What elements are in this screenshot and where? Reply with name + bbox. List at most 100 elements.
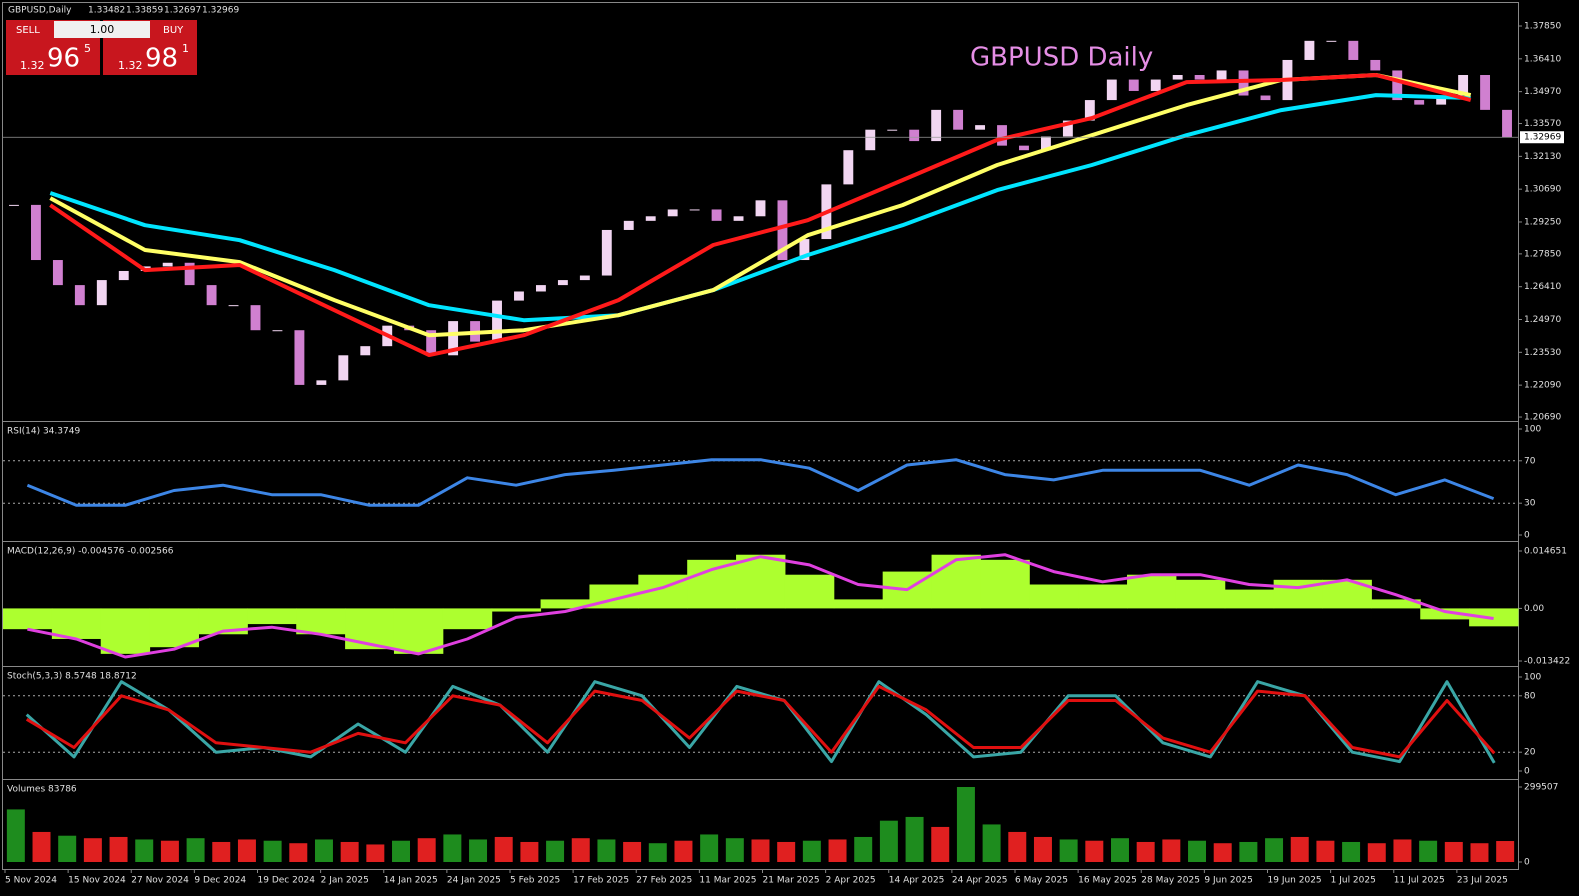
- candle: [799, 239, 810, 261]
- volume-bar: [1111, 838, 1129, 862]
- volume-bar: [160, 840, 179, 862]
- volume-bar: [1213, 843, 1232, 862]
- candle: [1062, 120, 1073, 137]
- close: 1.32969: [202, 6, 239, 16]
- candle: [887, 129, 898, 131]
- macd-bar: [1224, 589, 1275, 609]
- volume-bar: [1136, 841, 1155, 862]
- macd-bar: [833, 599, 884, 609]
- y-tick-label: 1.23530: [1524, 348, 1561, 358]
- volume-bar: [1059, 839, 1078, 862]
- candle: [1370, 59, 1381, 71]
- volume-bar: [1342, 841, 1361, 862]
- candle: [623, 220, 634, 230]
- y-tick-label: 299507: [1524, 783, 1558, 793]
- volume-bar: [135, 839, 154, 862]
- sell-button[interactable]: SELL: [16, 25, 40, 36]
- price-box: [1520, 131, 1564, 144]
- volume-bar: [597, 839, 616, 862]
- macd-bar: [1420, 608, 1470, 620]
- y-tick-label: 1.29250: [1524, 217, 1561, 227]
- candle: [338, 355, 349, 381]
- volume-bar: [1188, 840, 1207, 862]
- candle: [1436, 95, 1447, 105]
- x-tick-label: 28 May 2025: [1141, 876, 1200, 886]
- macd-bar: [3, 608, 53, 630]
- volume-bar: [494, 836, 513, 862]
- volume-bar: [520, 841, 539, 862]
- volume-bar: [83, 838, 102, 862]
- lots-field[interactable]: [54, 21, 150, 38]
- macd-bar: [1078, 584, 1128, 609]
- x-tick-label: 9 Jun 2025: [1204, 876, 1252, 886]
- x-tick-label: 19 Dec 2024: [258, 876, 316, 886]
- volume-bar: [186, 838, 205, 862]
- y-tick-label: 1.26410: [1524, 282, 1561, 292]
- y-tick-label: 0.00: [1524, 604, 1544, 614]
- candle: [755, 200, 766, 217]
- candle: [294, 330, 305, 385]
- x-tick-label: 11 Mar 2025: [699, 876, 756, 886]
- bid-pip: 5: [84, 42, 91, 55]
- candle: [733, 216, 744, 221]
- y-tick-label: 1.36410: [1524, 54, 1561, 64]
- volume-bar: [1085, 840, 1104, 862]
- x-tick-label: 27 Feb 2025: [636, 876, 692, 886]
- macd-bar: [931, 554, 981, 609]
- x-tick-label: 24 Jan 2025: [447, 876, 501, 886]
- candle: [272, 330, 283, 332]
- macd-bar: [149, 608, 199, 648]
- open: 1.33482: [88, 6, 125, 16]
- volume-bar: [982, 824, 1001, 862]
- x-tick-label: 2 Jan 2025: [321, 876, 369, 886]
- volume-bar: [32, 831, 51, 862]
- volume-bar: [956, 787, 975, 862]
- candle: [1172, 75, 1183, 80]
- indicator-line: [26, 458, 1495, 507]
- volume-bar: [392, 840, 410, 862]
- x-tick-label: 21 Mar 2025: [763, 876, 820, 886]
- trade-panel: SELL BUY 1.00 1.32 96 5 1.32 98 1: [6, 20, 197, 75]
- macd-bar: [1029, 584, 1079, 609]
- y-tick-label: 70: [1524, 456, 1536, 466]
- volume-bar: [725, 838, 744, 862]
- volume-bar: [443, 834, 462, 862]
- y-tick-label: 0.014651: [1524, 547, 1567, 557]
- candle: [228, 305, 239, 307]
- candle: [843, 150, 854, 185]
- lots[interactable]: 1.00: [90, 23, 115, 36]
- y-tick-label: 1.34970: [1524, 87, 1561, 97]
- candle: [931, 109, 942, 142]
- y-tick-label: 1.33570: [1524, 119, 1561, 129]
- macd-bar: [736, 554, 786, 609]
- candle: [250, 305, 261, 331]
- candle: [74, 285, 85, 306]
- candle: [118, 270, 129, 281]
- candle: [448, 321, 459, 356]
- buy-button[interactable]: BUY: [163, 25, 184, 36]
- y-tick-label: 30: [1524, 499, 1536, 509]
- volume-bar: [1265, 838, 1284, 862]
- y-tick-label: 100: [1524, 425, 1541, 435]
- volume-bar: [1008, 831, 1027, 862]
- y-tick-label: 0: [1524, 858, 1530, 868]
- macd-bar: [540, 599, 590, 609]
- candle: [96, 280, 107, 306]
- panel-label: Volumes 83786: [7, 785, 77, 795]
- y-tick-label: 1.32130: [1524, 152, 1561, 162]
- volume-bar: [1496, 841, 1515, 862]
- candle: [1128, 79, 1139, 91]
- candle: [535, 285, 546, 292]
- candle: [1458, 75, 1469, 96]
- y-tick-label: 0: [1524, 767, 1530, 777]
- volume-bar: [571, 838, 590, 862]
- volume-bar: [469, 839, 488, 862]
- y-tick-label: 1.30690: [1524, 185, 1561, 195]
- volume-bar: [1316, 840, 1335, 862]
- candle: [206, 285, 217, 306]
- x-tick-label: 27 Nov 2024: [131, 876, 189, 886]
- volume-bar: [314, 839, 333, 862]
- candle: [1304, 40, 1315, 60]
- volume-bar: [1444, 841, 1463, 862]
- panel-label: Stoch(5,3,3) 8.5748 18.8712: [7, 672, 137, 682]
